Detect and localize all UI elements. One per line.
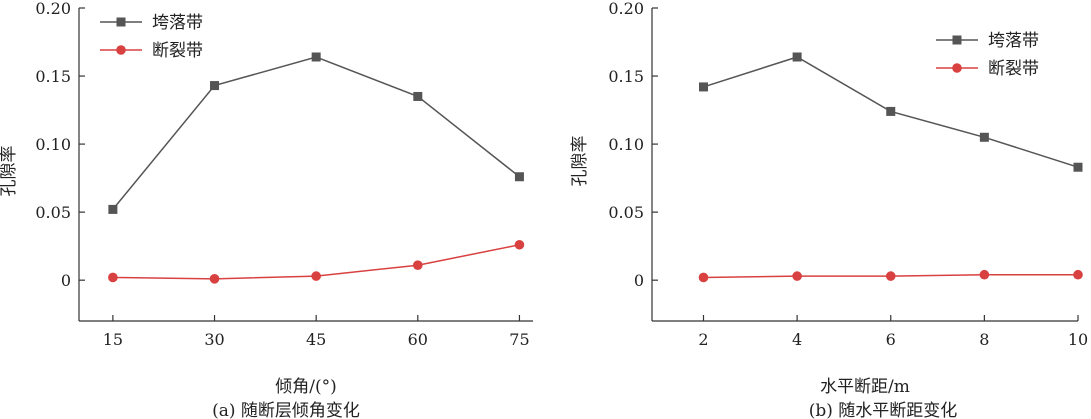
y-tick-label: 0.15 — [608, 67, 644, 86]
legend-marker — [952, 35, 962, 45]
data-point — [792, 271, 802, 281]
y-tick-label: 0.20 — [35, 0, 71, 18]
legend-label: 断裂带 — [152, 41, 203, 61]
data-point — [108, 204, 118, 214]
y-axis-title: 孔隙率 — [570, 136, 590, 187]
legend-marker — [116, 17, 126, 27]
data-point — [885, 271, 896, 281]
y-tick-label: 0.05 — [35, 203, 71, 222]
data-point — [311, 271, 321, 281]
chart-caption: (a) 随断层倾角变化 — [212, 401, 360, 419]
x-tick-label: 75 — [509, 330, 529, 349]
data-point — [1073, 162, 1083, 172]
data-point — [514, 239, 525, 250]
x-tick-label: 10 — [1068, 330, 1088, 349]
x-tick-label: 6 — [886, 330, 896, 349]
legend-marker — [116, 45, 126, 55]
legend-marker — [952, 63, 962, 73]
x-tick-label: 30 — [204, 330, 224, 349]
data-point — [698, 82, 708, 92]
data-point — [311, 52, 321, 62]
data-point — [979, 132, 989, 142]
x-tick-label: 8 — [979, 330, 989, 349]
legend-label: 断裂带 — [988, 59, 1039, 79]
data-point — [413, 260, 423, 271]
series-line — [112, 56, 520, 210]
data-point — [108, 272, 118, 283]
data-point — [210, 81, 220, 91]
data-point — [1073, 269, 1083, 280]
data-point — [698, 272, 709, 283]
legend-label: 垮落带 — [988, 31, 1039, 51]
y-tick-label: 0.10 — [608, 135, 644, 154]
data-point — [792, 52, 802, 62]
x-axis-title: 倾角/(°) — [275, 377, 337, 397]
x-tick-label: 4 — [792, 330, 802, 349]
y-axis-title: 孔隙率 — [0, 146, 19, 197]
data-point — [514, 172, 524, 182]
y-tick-label: 0 — [61, 271, 71, 290]
x-tick-label: 2 — [698, 330, 708, 349]
y-tick-label: 0.20 — [608, 0, 644, 18]
data-point — [209, 274, 220, 284]
x-tick-label: 45 — [306, 330, 326, 349]
y-tick-label: 0.05 — [608, 203, 644, 222]
x-tick-label: 60 — [408, 330, 428, 349]
data-point — [886, 106, 896, 116]
y-tick-label: 0.15 — [35, 67, 71, 86]
data-point — [413, 91, 423, 101]
legend-label: 垮落带 — [152, 13, 203, 33]
x-axis-title: 水平断距/m — [820, 377, 910, 397]
chart-caption: (b) 随水平断距变化 — [809, 401, 958, 419]
x-tick-label: 15 — [103, 330, 123, 349]
y-tick-label: 0 — [634, 271, 644, 290]
y-tick-label: 0.10 — [35, 135, 71, 154]
data-point — [979, 269, 990, 280]
